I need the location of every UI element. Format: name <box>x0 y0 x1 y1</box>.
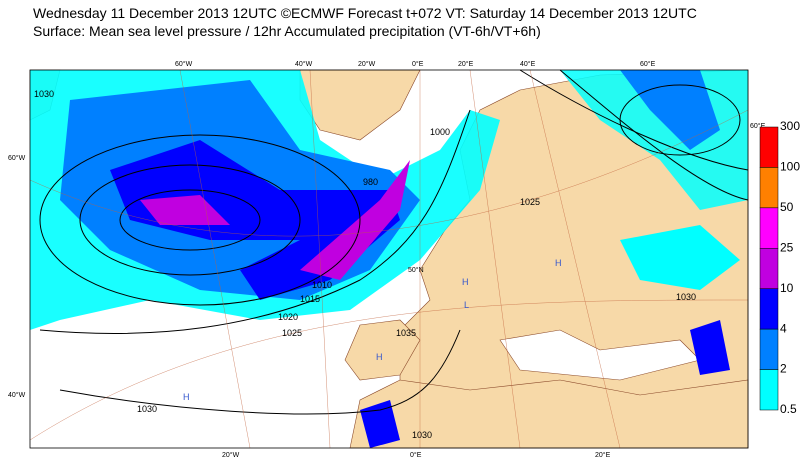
isobar-label: 1020 <box>278 312 298 322</box>
isobar-label: 1025 <box>520 197 540 207</box>
colorbar-segment <box>759 248 779 289</box>
low-label: L <box>464 300 469 310</box>
lon-label: 60°W <box>175 60 193 68</box>
map-frame <box>29 69 749 449</box>
land-africa <box>349 379 749 449</box>
isobar-label: 1025 <box>282 328 302 338</box>
colorbar-segment <box>759 369 779 411</box>
colorbar-segment <box>759 288 779 330</box>
lon-label: 20°E <box>458 60 474 68</box>
high-label: H <box>376 352 383 362</box>
lat-label: 50°N <box>408 266 424 274</box>
colorbar-label: 10 <box>780 281 794 295</box>
colorbar-segment <box>759 207 779 249</box>
precip-moderate-east <box>620 70 720 150</box>
isobar-label: 1035 <box>396 328 416 338</box>
lon-label: 40°E <box>520 60 536 68</box>
colorbar-label: 2 <box>780 362 787 376</box>
colorbar-label: 0.5 <box>780 402 797 416</box>
lon-label: 60°E <box>640 60 656 68</box>
lat-label: 60°E <box>750 122 766 130</box>
colorbar-segment <box>759 126 779 168</box>
isobar-label: 1010 <box>312 280 332 290</box>
lon-label: 0°E <box>410 451 422 459</box>
colorbar-segment <box>759 167 779 209</box>
map: 60°W 40°W 20°W 0°E 20°E 40°E 60°E 20°W 0… <box>8 60 766 459</box>
isobar-label: 1000 <box>430 127 450 137</box>
sea-mediterranean <box>499 329 701 381</box>
precip-local <box>360 320 730 448</box>
colorbar-label: 50 <box>780 200 794 214</box>
isobars <box>39 69 749 415</box>
lon-label: 20°W <box>358 60 376 68</box>
isobar-label: 980 <box>363 177 378 187</box>
lat-label: 60°W <box>8 154 26 162</box>
high-label: H <box>462 277 469 287</box>
lon-label: 40°W <box>295 60 313 68</box>
isobar-label: 1030 <box>676 292 696 302</box>
precip-light-east2 <box>620 225 740 290</box>
isobar-label: 1030 <box>34 89 54 99</box>
lon-label: 0°E <box>412 60 424 68</box>
colorbar-label: 25 <box>780 240 794 254</box>
colorbar: 300 100 50 25 10 4 2 0.5 <box>759 119 800 416</box>
lat-label: 40°W <box>8 391 26 399</box>
isobar-label: 1015 <box>300 294 320 304</box>
high-label: H <box>555 258 562 268</box>
isobar-label: 1030 <box>137 404 157 414</box>
header-line: Surface: Mean sea level pressure / 12hr … <box>33 23 541 39</box>
colorbar-segment <box>759 328 779 370</box>
high-label: H <box>183 392 190 402</box>
header-line: Wednesday 11 December 2013 12UTC ©ECMWF … <box>33 5 697 21</box>
precip-very-heavy <box>140 160 410 280</box>
colorbar-label: 100 <box>780 160 800 174</box>
colorbar-label: 4 <box>780 321 787 335</box>
graticule <box>29 69 749 449</box>
isobar-label: 1030 <box>412 430 432 440</box>
colorbar-label: 300 <box>780 119 800 133</box>
lon-label: 20°E <box>595 451 611 459</box>
lon-label: 20°W <box>222 451 240 459</box>
